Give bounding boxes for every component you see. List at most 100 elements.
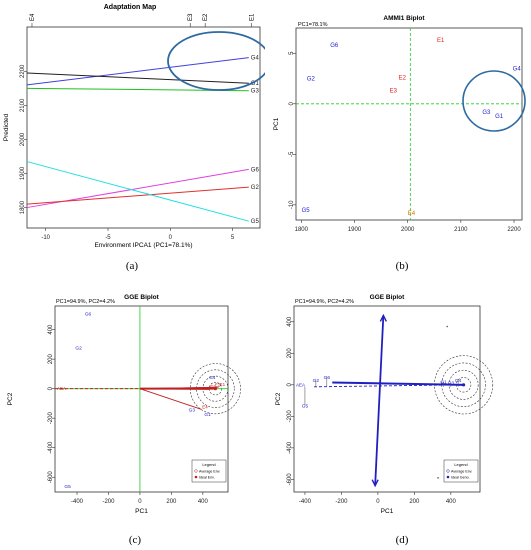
legend-marker-ideal (194, 475, 198, 479)
y-tick-label: 400 (287, 316, 293, 327)
y-tick-label: 0 (48, 386, 54, 390)
x-tick-label: -5 (105, 235, 111, 241)
x-axis-label: Environment IPCA1 (PC1=78.1%) (94, 242, 192, 249)
y-tick-label: 0 (289, 101, 295, 105)
genotype-line (26, 72, 249, 84)
plot-frame (26, 26, 261, 229)
x-tick-label: 400 (198, 499, 209, 505)
genotype-point: G4 (513, 66, 522, 72)
genotype-line-label: G1 (251, 81, 260, 87)
environment-label: E3 (210, 384, 216, 389)
panel-d: GGE Biplot PC1=94.9%, PC2=4.2% -400 -200 0 20… (268, 290, 531, 535)
caption-d: (d) (395, 534, 409, 546)
outlier-point (446, 325, 448, 328)
genotype-label: G4 (455, 378, 462, 384)
environment-label: E4 (202, 404, 208, 409)
env-tick-label: E4 (30, 13, 36, 21)
y-tick-label: -600 (287, 473, 293, 486)
legend-item-average: Average Env. (451, 469, 472, 473)
env-tick-label: E3 (188, 13, 194, 21)
env-tick-label: E1 (249, 13, 255, 21)
environment-label: E1 (220, 382, 226, 387)
y-tick-label: 200 (287, 348, 293, 359)
y-tick-label: 5 (289, 51, 295, 55)
plot-frame (295, 27, 523, 221)
genotype-line-label: G3 (251, 89, 260, 95)
y-tick-label: 0 (287, 382, 293, 386)
x-tick-label: -200 (335, 499, 348, 505)
y-tick-label: 2200 (20, 64, 26, 78)
y-tick-label: 200 (48, 353, 54, 364)
x-tick-label: -200 (102, 499, 115, 505)
x-tick-label: 400 (446, 499, 457, 505)
genotype-label: G5 (302, 403, 309, 409)
genotype-line (26, 186, 249, 205)
genotype-label: G6 (324, 375, 331, 381)
y-tick-label: 2000 (20, 132, 26, 146)
ata-perpendicular-line (374, 315, 385, 486)
panel-c: GGE Biplot PC1=94.9%, PC2=4.2% -400 -200 0 20… (0, 290, 265, 535)
y-tick-label: -400 (48, 441, 54, 454)
x-tick-label: 200 (409, 499, 420, 505)
chart-title: GGE Biplot (370, 294, 406, 301)
x-tick-label: 200 (166, 499, 177, 505)
y-axis-label: PC2 (7, 392, 14, 405)
env-tick-label: E2 (203, 13, 209, 21)
y-tick-label: -10 (289, 200, 295, 209)
x-tick-label: 0 (169, 235, 173, 241)
y-axis-label: PC2 (275, 392, 282, 405)
chart-subtitle: PC1=94.9%, PC2=4.2% (295, 299, 354, 305)
legend-marker-ideal (446, 475, 450, 479)
ideal-point (213, 387, 218, 391)
x-tick-label: -400 (71, 499, 84, 505)
x-tick-label: -10 (41, 235, 50, 241)
panel-b: AMMI1 Biplot 1800 1900 2000 2100 2200 -10 -5 0 5 P… (268, 0, 531, 255)
chart-title: GGE Biplot (124, 294, 160, 301)
panel-a: Adaptation Map -10 -5 0 5 1800 1900 2000 2100 220… (0, 0, 271, 255)
genotype-point: G1 (495, 114, 504, 120)
genotype-label: G4 (209, 375, 216, 381)
x-tick-label: 0 (138, 499, 142, 505)
caption-a: (a) (125, 260, 139, 272)
genotype-point: G6 (330, 43, 339, 49)
genotype-line-label: G2 (251, 185, 260, 191)
highlight-ellipse (462, 70, 526, 132)
genotype-point: G3 (482, 110, 491, 116)
y-axis-label: Predicted (3, 113, 10, 141)
aea-arrow (332, 381, 464, 386)
genotype-line-label: G4 (251, 56, 260, 62)
x-tick-label: -400 (299, 499, 312, 505)
environment-point: E2 (399, 76, 407, 82)
genotype-point: G2 (307, 77, 316, 83)
genotype-label: G1 (204, 412, 211, 418)
x-tick-label: 2000 (401, 227, 415, 233)
gge-biplot-c-chart: GGE Biplot PC1=94.9%, PC2=4.2% -400 -200 0 20… (7, 294, 241, 515)
genotype-label: G2 (313, 378, 320, 384)
y-tick-label: -200 (48, 412, 54, 425)
ata-arrowhead-top (379, 313, 387, 322)
chart-title: Adaptation Map (104, 4, 157, 11)
genotype-label: G1 (440, 380, 447, 386)
genotype-label: G6 (85, 311, 92, 317)
genotype-point: G5 (302, 208, 311, 214)
legend-item-ideal: Ideal Env. (199, 475, 215, 479)
legend-box (191, 459, 227, 483)
environment-point: E1 (437, 38, 445, 44)
y-tick-label: -400 (287, 441, 293, 454)
x-axis-label: PC1 (381, 508, 394, 515)
environment-vector (139, 388, 202, 410)
genotype-label: G3 (448, 380, 455, 386)
y-tick-label: 400 (48, 324, 54, 335)
x-tick-label: 1900 (348, 227, 362, 233)
genotype-label: G5 (64, 484, 71, 490)
y-axis-label: PC1 (273, 117, 280, 130)
ammi1-biplot-chart: AMMI1 Biplot 1800 1900 2000 2100 2200 -10 -5 0 5 P… (273, 15, 526, 233)
y-tick-label: -5 (289, 151, 295, 157)
ata-arrowhead-bottom (371, 479, 379, 488)
genotype-line (26, 57, 249, 86)
genotype-label: G3 (189, 407, 196, 413)
legend-title: Legend (454, 462, 467, 467)
x-tick-label: 1800 (295, 227, 309, 233)
environment-point: E3 (390, 89, 398, 95)
legend-title: Legend (202, 462, 215, 467)
